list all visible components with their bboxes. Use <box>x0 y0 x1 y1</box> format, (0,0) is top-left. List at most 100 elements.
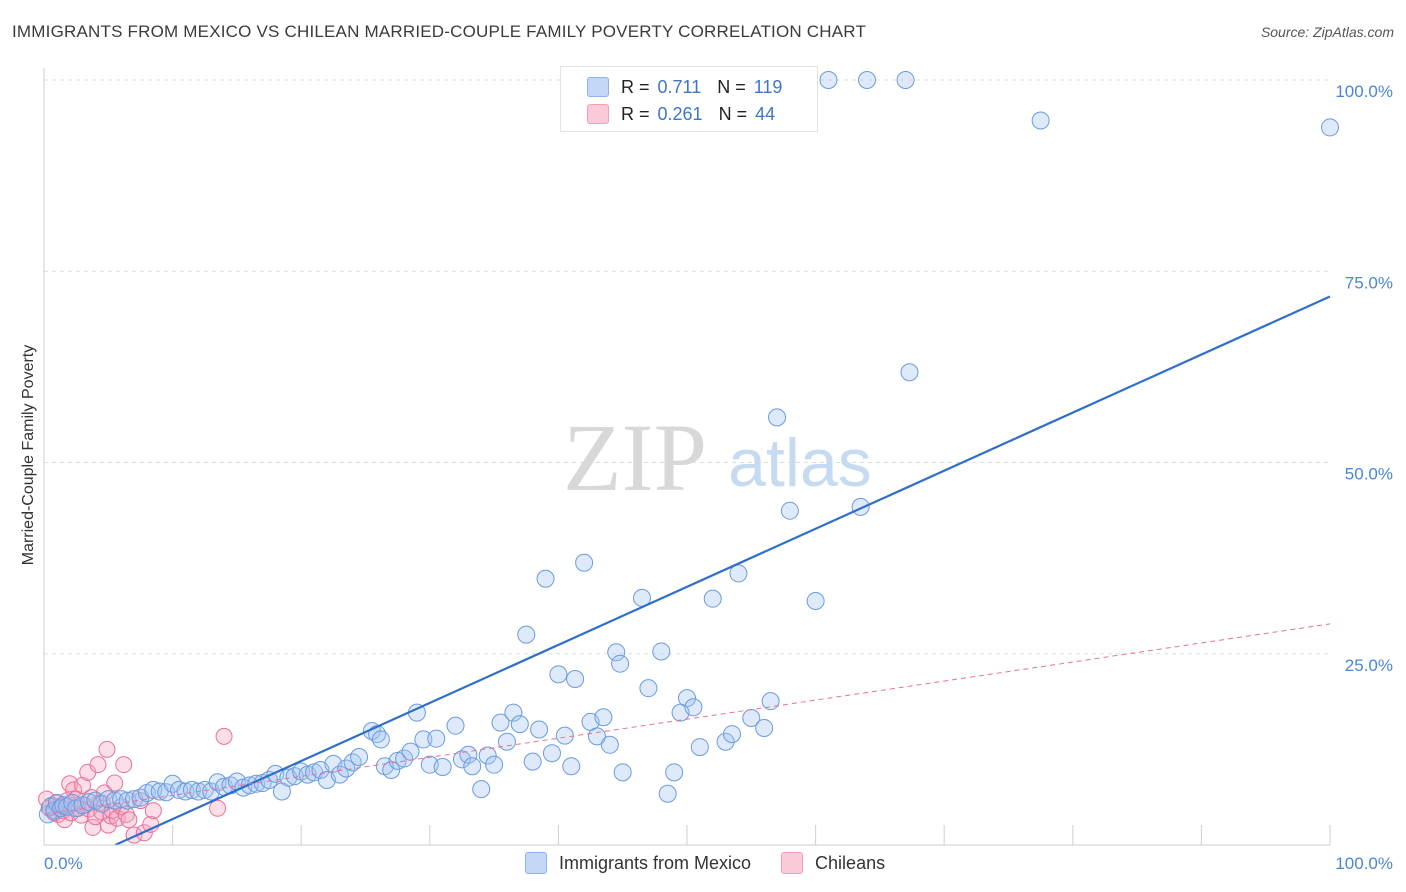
point-mexico <box>607 643 626 662</box>
bottom-legend-swatch-chileans <box>781 852 804 874</box>
point-mexico <box>678 689 696 708</box>
point-chileans <box>98 740 116 758</box>
legend-r-value: 0.261 <box>657 103 703 124</box>
point-mexico <box>613 763 632 782</box>
point-mexico <box>600 735 619 754</box>
point-mexico <box>761 692 780 711</box>
trend-line-mexico <box>114 295 1331 847</box>
point-mexico <box>1031 111 1050 130</box>
legend-r-value: 0.711 <box>657 76 702 97</box>
point-mexico <box>1321 118 1339 137</box>
legend-r-label: R = <box>621 103 650 124</box>
legend-n-value: 44 <box>755 103 776 124</box>
bottom-legend-swatch-mexico <box>525 852 547 874</box>
point-mexico <box>433 757 452 776</box>
point-mexico <box>176 782 195 801</box>
trend-line-chileans <box>43 623 1331 815</box>
point-mexico <box>463 757 482 776</box>
chart-title: IMMIGRANTS FROM MEXICO VS CHILEAN MARRIE… <box>12 22 867 41</box>
watermark-zip: ZIP <box>563 404 707 511</box>
point-mexico <box>755 718 774 737</box>
point-mexico <box>900 363 919 382</box>
point-mexico <box>780 501 799 520</box>
point-mexico <box>170 780 189 799</box>
point-mexico <box>485 755 504 774</box>
point-mexico <box>729 564 748 583</box>
point-mexico <box>542 744 561 763</box>
legend-r-label: R = <box>621 76 650 97</box>
watermark-atlas: atlas <box>728 425 872 501</box>
series-mexico <box>38 71 1339 824</box>
point-mexico <box>639 679 658 698</box>
point-mexico <box>350 748 369 767</box>
legend-row-mexico: R = 0.711 N = 119 <box>587 75 782 99</box>
point-mexico <box>684 698 703 717</box>
trend-lines <box>43 295 1331 847</box>
point-mexico <box>858 71 877 89</box>
y-tick-label: 100.0% <box>1335 82 1393 101</box>
point-mexico <box>896 71 915 89</box>
series-chileans <box>38 727 233 844</box>
point-mexico <box>395 749 414 768</box>
bottom-legend-label-chileans: Chileans <box>815 852 886 873</box>
legend-row-chileans: R = 0.261 N = 44 <box>587 102 775 126</box>
point-mexico <box>594 708 613 727</box>
legend-swatch-chileans <box>587 104 609 124</box>
point-mexico <box>80 793 99 812</box>
point-mexico <box>382 761 401 780</box>
point-mexico <box>182 780 201 799</box>
point-chileans <box>120 811 138 829</box>
point-mexico <box>504 703 523 722</box>
point-mexico <box>562 757 581 776</box>
point-mexico <box>478 746 497 765</box>
watermark: ZIP atlas <box>563 404 872 511</box>
point-mexico <box>549 665 568 684</box>
point-chileans <box>89 756 107 774</box>
point-mexico <box>536 569 555 588</box>
point-mexico <box>497 732 516 751</box>
point-mexico <box>446 716 465 735</box>
legend-n-label: N = <box>718 103 748 124</box>
point-chileans <box>209 799 227 817</box>
point-mexico <box>99 790 118 809</box>
legend-n-value: 119 <box>753 76 783 97</box>
point-chileans <box>115 756 133 774</box>
point-mexico <box>703 589 722 608</box>
bottom-legend-chileans: Chileans <box>781 852 885 874</box>
point-mexico <box>510 715 529 734</box>
bottom-legend-mexico: Immigrants from Mexico <box>525 852 751 874</box>
point-chileans <box>215 727 233 745</box>
point-mexico <box>371 730 390 749</box>
point-mexico <box>723 725 742 744</box>
point-mexico <box>555 726 574 745</box>
x-tick-label: 0.0% <box>44 854 83 873</box>
point-mexico <box>517 625 536 644</box>
point-mexico <box>690 738 709 757</box>
point-mexico <box>452 750 471 769</box>
point-mexico <box>523 752 542 771</box>
legend-n-label: N = <box>717 76 746 97</box>
point-chileans <box>74 776 92 794</box>
point-mexico <box>401 742 420 761</box>
point-mexico <box>587 727 606 746</box>
point-chileans <box>106 774 124 792</box>
point-mexico <box>716 732 735 751</box>
bottom-legend: Immigrants from Mexico Chileans <box>525 852 915 874</box>
legend-swatch-mexico <box>587 77 609 97</box>
bottom-legend-label-mexico: Immigrants from Mexico <box>559 852 752 873</box>
point-mexico <box>652 642 671 661</box>
legend-box: R = 0.711 N = 119 R = 0.261 N = 44 <box>560 66 818 132</box>
point-mexico <box>768 408 787 427</box>
y-tick-label: 50.0% <box>1345 465 1393 484</box>
tick-labels: 25.0% 50.0% 75.0% 100.0% 0.0% 100.0% <box>44 82 1393 873</box>
point-mexico <box>819 71 838 89</box>
point-mexico <box>665 763 684 782</box>
point-mexico <box>491 713 510 732</box>
point-mexico <box>575 553 594 572</box>
x-tick-label: 100.0% <box>1335 854 1393 873</box>
point-mexico <box>611 654 630 673</box>
source-label: Source: ZipAtlas.com <box>1260 24 1394 40</box>
y-tick-label: 75.0% <box>1345 273 1393 292</box>
point-mexico <box>472 780 491 799</box>
